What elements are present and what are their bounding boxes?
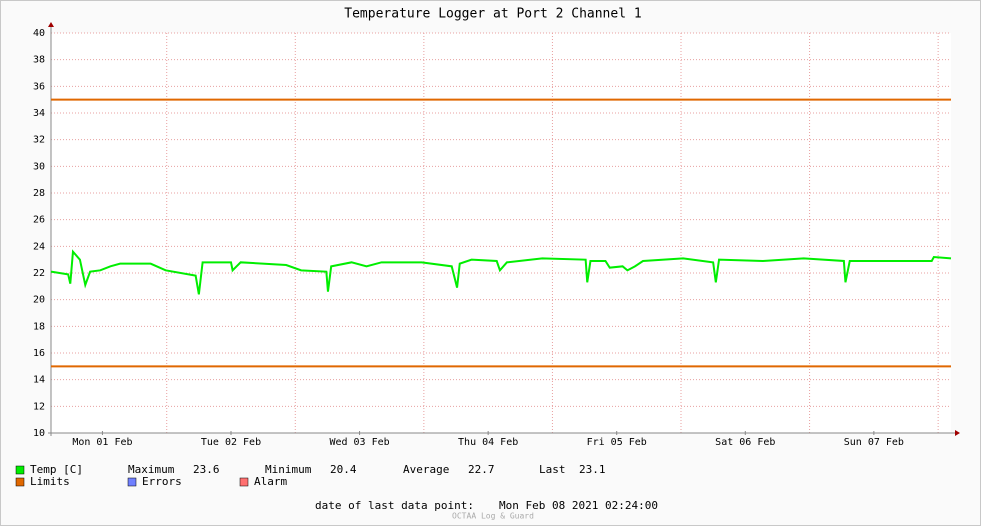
stat-label: Average	[403, 463, 449, 476]
y-tick-label: 36	[33, 81, 45, 92]
x-tick-label: Sun 07 Feb	[844, 437, 904, 448]
y-tick-label: 26	[33, 215, 45, 226]
y-tick-label: 10	[33, 428, 45, 439]
y-tick-label: 32	[33, 135, 45, 146]
chart-title: Temperature Logger at Port 2 Channel 1	[344, 7, 641, 22]
stat-label: Maximum	[128, 463, 175, 476]
stat-label: Minimum	[265, 463, 312, 476]
x-tick-label: Tue 02 Feb	[201, 437, 261, 448]
legend-swatch	[15, 465, 25, 475]
y-tick-label: 16	[33, 348, 45, 359]
stat-value: 22.7	[468, 463, 495, 476]
x-tick-label: Sat 06 Feb	[715, 437, 775, 448]
y-tick-label: 12	[33, 401, 45, 412]
y-tick-label: 34	[33, 108, 45, 119]
watermark: OCTAA Log & Guard	[452, 512, 534, 521]
y-tick-label: 22	[33, 268, 45, 279]
axis-arrow	[48, 22, 54, 27]
x-tick-label: Fri 05 Feb	[587, 437, 647, 448]
series-line	[50, 249, 952, 295]
legend-label: Temp [C]	[30, 463, 83, 476]
stat-value: 23.1	[579, 463, 606, 476]
y-tick-label: 40	[33, 28, 45, 39]
y-tick-label: 28	[33, 188, 45, 199]
footer-value: Mon Feb 08 2021 02:24:00	[499, 499, 658, 512]
x-tick-label: Wed 03 Feb	[329, 437, 389, 448]
stat-value: 20.4	[330, 463, 357, 476]
x-tick-label: Thu 04 Feb	[458, 437, 518, 448]
legend-label: Alarm	[254, 475, 287, 488]
y-tick-label: 38	[33, 55, 45, 66]
stat-value: 23.6	[193, 463, 220, 476]
legend-swatch	[15, 477, 25, 487]
plot-area	[51, 33, 951, 433]
legend-label: Errors	[142, 475, 182, 488]
footer-label: date of last data point:	[315, 499, 474, 512]
y-tick-label: 24	[33, 241, 45, 252]
axis-arrow	[955, 430, 960, 436]
legend-swatch	[127, 477, 137, 487]
legend-swatch	[239, 477, 249, 487]
x-tick-label: Mon 01 Feb	[72, 437, 132, 448]
stat-label: Last	[539, 463, 566, 476]
legend-label: Limits	[30, 475, 70, 488]
y-tick-label: 30	[33, 161, 45, 172]
y-tick-label: 18	[33, 321, 45, 332]
y-tick-label: 14	[33, 375, 45, 386]
y-tick-label: 20	[33, 295, 45, 306]
